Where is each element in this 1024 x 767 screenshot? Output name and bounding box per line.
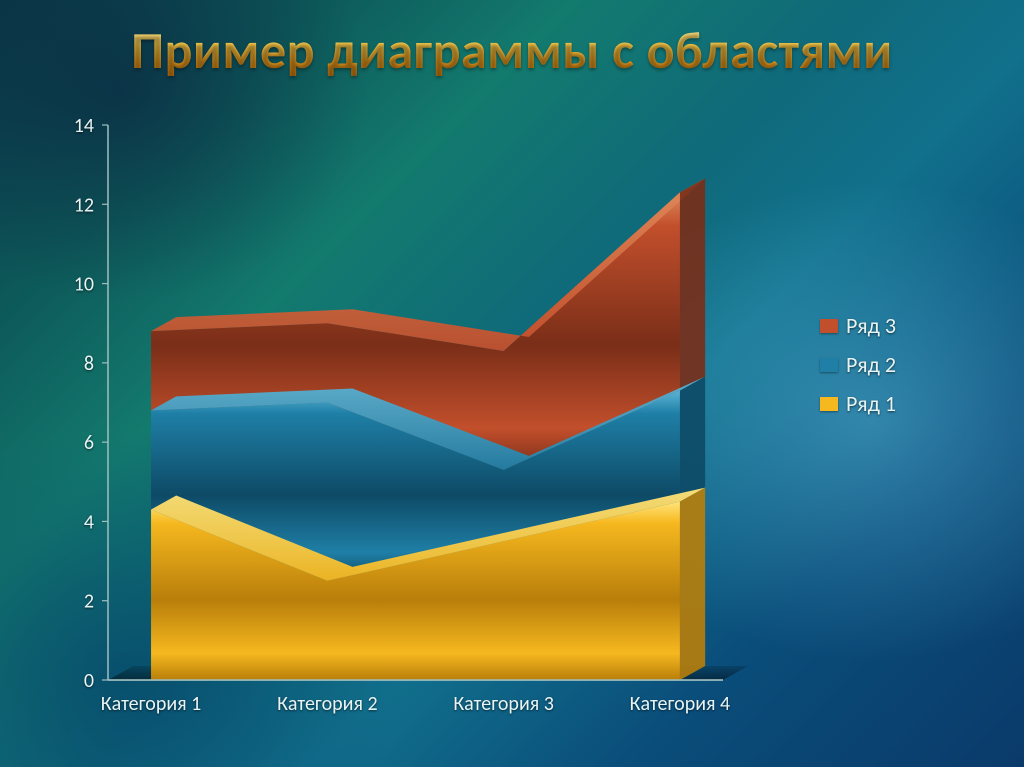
legend-item: Ряд 1 (820, 390, 896, 417)
chart-legend: Ряд 3 Ряд 2 Ряд 1 (820, 300, 896, 429)
slide: Пример диаграммы с областями 02468101214… (0, 0, 1024, 767)
x-category-label: Категория 3 (453, 692, 554, 716)
y-tick-label: 0 (84, 669, 94, 693)
legend-label: Ряд 3 (846, 312, 896, 339)
legend-item: Ряд 2 (820, 351, 896, 378)
y-tick-label: 10 (74, 273, 94, 297)
legend-swatch (820, 319, 838, 333)
legend-label: Ряд 2 (846, 351, 896, 378)
y-tick-label: 6 (84, 431, 94, 455)
area-series-side (680, 178, 705, 390)
y-tick-label: 2 (84, 590, 94, 614)
x-category-label: Категория 4 (630, 692, 731, 716)
area-series-side (680, 488, 705, 680)
legend-label: Ряд 1 (846, 390, 896, 417)
stacked-areas (151, 178, 705, 680)
x-category-label: Категория 1 (101, 692, 202, 716)
legend-swatch (820, 358, 838, 372)
legend-item: Ряд 3 (820, 312, 896, 339)
y-tick-label: 14 (74, 114, 94, 138)
x-category-label: Категория 2 (277, 692, 378, 716)
y-tick-label: 12 (74, 193, 94, 217)
area-series-side (680, 377, 705, 502)
y-tick-label: 8 (84, 352, 94, 376)
y-tick-label: 4 (84, 510, 94, 534)
legend-swatch (820, 397, 838, 411)
